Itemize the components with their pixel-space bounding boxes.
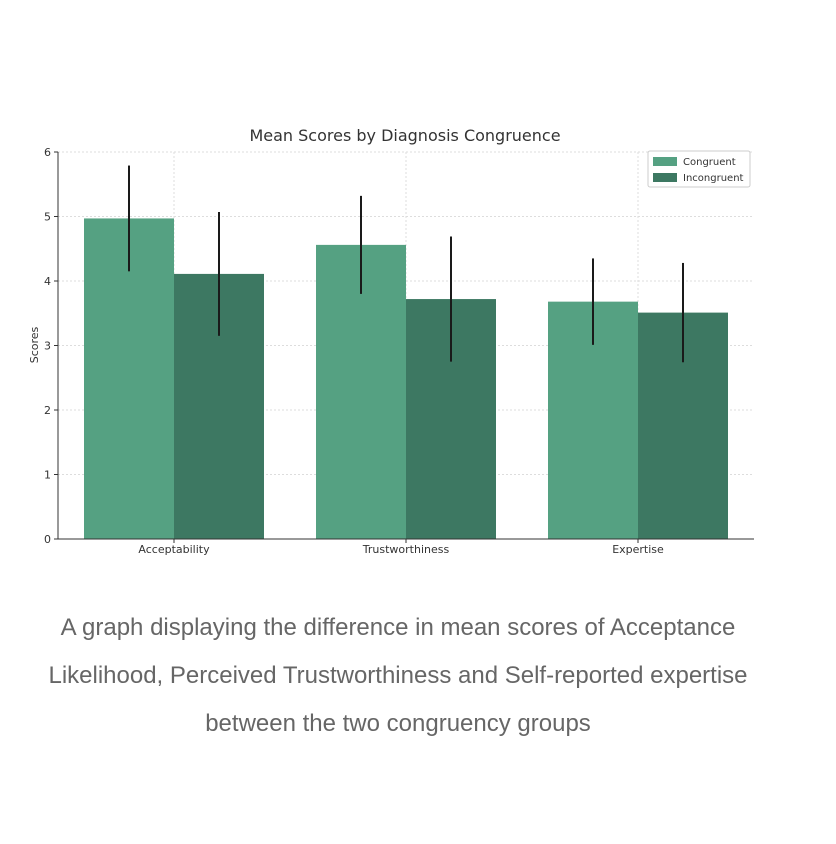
chart-title: Mean Scores by Diagnosis Congruence [249, 126, 560, 145]
y-tick-label: 1 [44, 469, 51, 482]
error-bars-group [128, 165, 684, 363]
y-tick-label: 0 [44, 533, 51, 546]
y-tick-label: 6 [44, 146, 51, 159]
y-axis-label: Scores [28, 326, 41, 363]
bar-congruent [84, 218, 174, 539]
x-tick-label: Acceptability [138, 543, 210, 556]
x-tick-label: Expertise [612, 543, 664, 556]
y-tick-label: 2 [44, 404, 51, 417]
bars-group [84, 218, 728, 539]
x-tick-label: Trustworthiness [362, 543, 450, 556]
figure-caption: A graph displaying the difference in mea… [48, 614, 748, 737]
legend-swatch [653, 173, 677, 182]
bar-chart: Mean Scores by Diagnosis Congruence Scor… [28, 126, 754, 556]
legend-label: Congruent [683, 157, 736, 168]
legend: Congruent Incongruent [647, 150, 751, 188]
tick-labels: 0 1 2 3 4 5 6 Acceptability Trustworthiness Exper… [44, 146, 664, 556]
legend-swatch [653, 157, 677, 166]
legend-label: Incongruent [683, 173, 744, 184]
axes [54, 151, 754, 543]
y-tick-label: 5 [44, 211, 51, 224]
y-tick-label: 4 [44, 275, 51, 288]
y-tick-label: 3 [44, 340, 51, 353]
